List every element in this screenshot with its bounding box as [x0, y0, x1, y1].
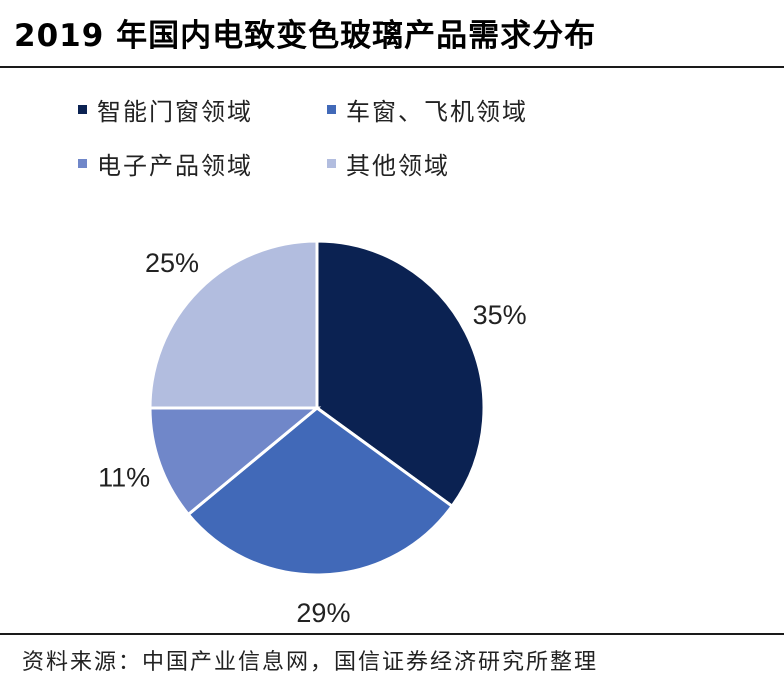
title-divider [0, 66, 784, 68]
data-label: 11% [98, 462, 150, 492]
pie-chart: 35% 29% 11% 25% [98, 239, 527, 628]
legend-item-vehicle-aircraft: 车窗、飞机领域 [327, 92, 528, 127]
legend-item-smart-windows: 智能门窗领域 [78, 92, 253, 127]
legend-swatch [327, 105, 336, 114]
source-divider [0, 633, 784, 635]
legend-label: 车窗、飞机领域 [346, 98, 528, 126]
legend-swatch [78, 105, 87, 114]
legend-label: 智能门窗领域 [97, 98, 253, 126]
legend-item-electronics: 电子产品领域 [78, 146, 253, 181]
legend-swatch [327, 159, 336, 168]
pie-slice-vehicle-aircraft [186, 406, 455, 577]
legend-label: 其他领域 [346, 152, 450, 180]
legend-swatch [78, 159, 87, 168]
pie-slice-other [148, 239, 319, 410]
chart-title: 2019 年国内电致变色玻璃产品需求分布 [14, 18, 597, 54]
data-label: 29% [296, 598, 350, 628]
source-note: 资料来源：中国产业信息网，国信证券经济研究所整理 [22, 650, 599, 675]
pie-slice-smart-windows [315, 239, 486, 509]
pie-slice-electronics [148, 406, 322, 517]
legend-label: 电子产品领域 [97, 152, 253, 180]
data-label: 25% [145, 248, 199, 278]
legend-item-other: 其他领域 [327, 146, 450, 181]
data-label: 35% [473, 300, 527, 330]
